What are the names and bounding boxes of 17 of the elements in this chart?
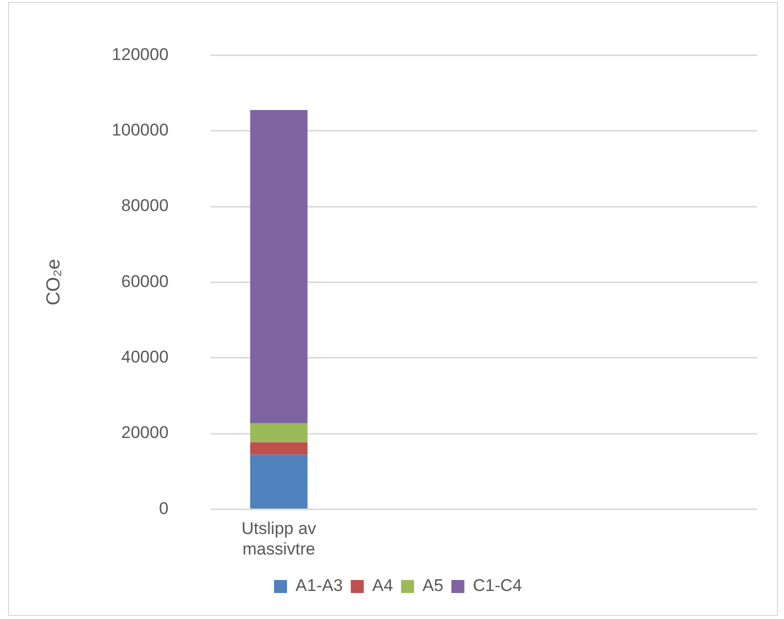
y-tick-label: 120000	[112, 44, 169, 64]
y-tick-label: 60000	[121, 272, 169, 291]
legend-label: C1-C4	[472, 576, 522, 596]
legend-label: A1-A3	[296, 576, 343, 596]
y-tick-label: 40000	[121, 348, 169, 367]
y-tick-label: 100000	[112, 120, 169, 140]
x-tick-label: Utslipp av massivtre	[242, 519, 317, 558]
y-tick-label: 0	[159, 498, 169, 518]
bar	[250, 110, 308, 424]
legend-label: A4	[372, 576, 394, 596]
y-tick-label: 20000	[121, 423, 169, 442]
bar	[250, 423, 308, 442]
bar	[250, 454, 308, 508]
legend-label: A5	[422, 576, 444, 596]
bar	[250, 442, 308, 455]
y-axis-title: CO₂e	[44, 258, 65, 306]
y-tick-label: 80000	[121, 196, 169, 216]
